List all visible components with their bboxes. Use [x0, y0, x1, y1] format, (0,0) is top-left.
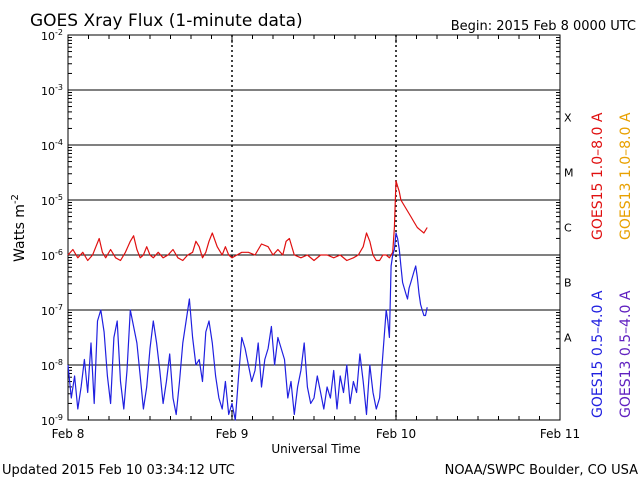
y-tick-label: 10-2: [41, 28, 63, 43]
plot-area: [67, 34, 561, 421]
y-tick-label: 10-7: [41, 303, 63, 318]
y-tick-label: 10-9: [41, 413, 63, 428]
y-axis-title-main: Watts m: [12, 204, 28, 262]
series-goes15-long-line: [67, 180, 428, 262]
x-axis: Feb 8 Feb 9 Feb 10 Feb 11: [52, 35, 580, 441]
begin-time: Begin: 2015 Feb 8 0000 UTC: [451, 19, 636, 34]
legend-right: GOES15 1.0–8.0 A GOES15 0.5–4.0 A: [590, 112, 606, 418]
y-axis-title: Watts m-2: [10, 194, 28, 262]
flare-class-label: C: [564, 222, 572, 235]
flare-class-label: A: [564, 332, 572, 345]
legend-goes13-long: GOES13 1.0–8.0 A: [618, 112, 634, 240]
chart-title: GOES Xray Flux (1-minute data): [30, 11, 303, 31]
x-tick-label: Feb 9: [216, 427, 249, 441]
flare-class-label: M: [564, 167, 574, 180]
y-tick-label: 10-8: [41, 358, 63, 373]
y-tick-label: 10-3: [41, 83, 63, 98]
x-tick-label: Feb 8: [52, 427, 85, 441]
y-tick-label: 10-5: [41, 193, 63, 208]
legend-goes13-short: GOES13 0.5–4.0 A: [618, 290, 634, 418]
legend-goes15-short: GOES15 0.5–4.0 A: [590, 290, 606, 418]
legend-goes15-long: GOES15 1.0–8.0 A: [590, 112, 606, 240]
updated-timestamp: Updated 2015 Feb 10 03:34:12 UTC: [2, 463, 235, 478]
series-layer: [67, 180, 428, 421]
y-axis-title-exponent: -2: [10, 194, 21, 204]
flare-class-label: X: [564, 112, 572, 125]
x-tick-label: Feb 11: [540, 427, 580, 441]
x-tick-label: Feb 10: [376, 427, 416, 441]
credit: NOAA/SWPC Boulder, CO USA: [445, 463, 638, 478]
x-axis-title: Universal Time: [271, 442, 360, 456]
y-tick-label: 10-4: [41, 138, 63, 153]
legend-far-right: GOES13 1.0–8.0 A GOES13 0.5–4.0 A: [618, 112, 634, 418]
y-tick-label: 10-6: [41, 248, 63, 263]
flare-class-labels: X M C B A: [564, 112, 574, 345]
flare-class-label: B: [564, 277, 572, 290]
series-goes15-short-line: [67, 232, 428, 421]
